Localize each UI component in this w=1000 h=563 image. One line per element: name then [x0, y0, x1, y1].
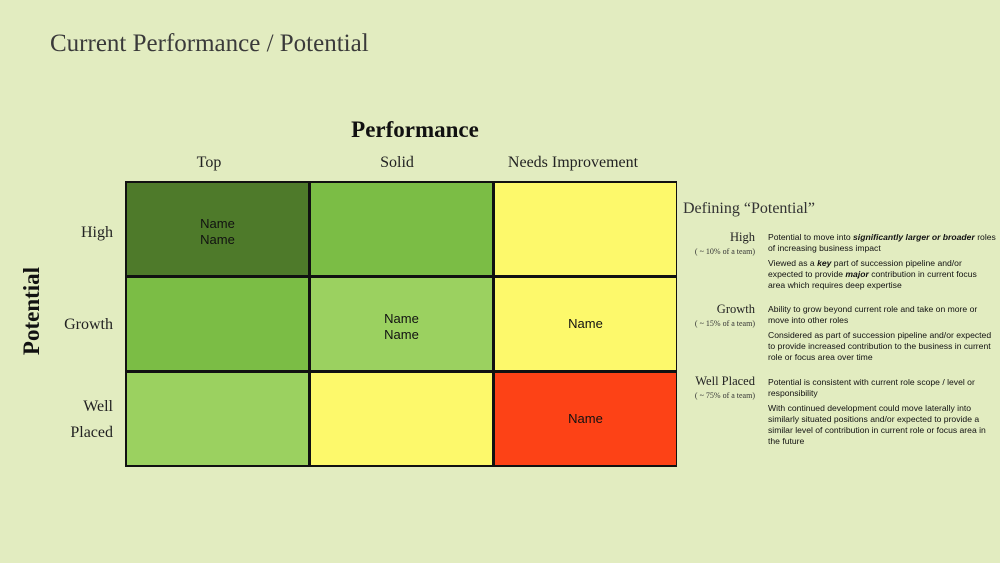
- cell-name: Name: [384, 327, 419, 342]
- potential-axis-title-text: Potential: [19, 266, 44, 356]
- definition-well-placed-paragraph-1: Potential is consistent with current rol…: [768, 377, 975, 398]
- cell-well-placed-top: [127, 373, 308, 465]
- cell-high-top: Name Name: [127, 183, 308, 275]
- cell-growth-needs-improvement: Name: [495, 278, 676, 370]
- cell-well-placed-needs-improvement: Name: [495, 373, 676, 465]
- definition-high-paragraph-2: Viewed as a key part of succession pipel…: [768, 258, 977, 290]
- performance-axis-title: Performance: [351, 117, 479, 142]
- column-header-solid: Solid: [380, 154, 414, 171]
- definition-share-high: ( ~ 10% of a team): [694, 247, 755, 256]
- cell-high-solid: [311, 183, 492, 275]
- definition-level-well-placed: Well Placed: [695, 374, 755, 388]
- definition-growth-paragraph-2: Considered as part of succession pipelin…: [768, 330, 992, 362]
- cell-well-placed-solid: [311, 373, 492, 465]
- row-header-well: Well: [83, 398, 113, 415]
- column-header-needs-improvement: Needs Improvement: [507, 154, 639, 171]
- definition-well-placed-paragraph-2: With continued development could move la…: [768, 403, 986, 446]
- nine-box-grid: Name Name Name Name Name Name: [125, 181, 677, 467]
- definition-level-growth: Growth: [716, 302, 755, 316]
- definition-text-well-placed: Potential is consistent with current rol…: [768, 377, 996, 451]
- column-header-top: Top: [196, 154, 222, 171]
- definition-level-high: High: [730, 230, 755, 244]
- cell-name: Name: [384, 311, 419, 326]
- row-header-high: High: [81, 224, 113, 241]
- definition-high-paragraph-1: Potential to move into significantly lar…: [768, 232, 996, 253]
- definition-text-high: Potential to move into significantly lar…: [768, 232, 996, 296]
- cell-name: Name: [200, 232, 235, 247]
- page-title: Current Performance / Potential: [50, 30, 369, 57]
- cell-growth-top: [127, 278, 308, 370]
- definition-share-well-placed: ( ~ 75% of a team): [694, 391, 755, 400]
- cell-name: Name: [568, 411, 603, 426]
- row-header-growth: Growth: [64, 316, 113, 333]
- definitions-title: Defining “Potential”: [683, 200, 815, 217]
- definition-growth-paragraph-1: Ability to grow beyond current role and …: [768, 304, 978, 325]
- definition-share-growth: ( ~ 15% of a team): [694, 319, 755, 328]
- definition-text-growth: Ability to grow beyond current role and …: [768, 304, 996, 368]
- cell-name: Name: [200, 216, 235, 231]
- cell-growth-solid: Name Name: [311, 278, 492, 370]
- row-header-placed: Placed: [70, 424, 113, 441]
- cell-name: Name: [568, 316, 603, 331]
- cell-high-needs-improvement: [495, 183, 676, 275]
